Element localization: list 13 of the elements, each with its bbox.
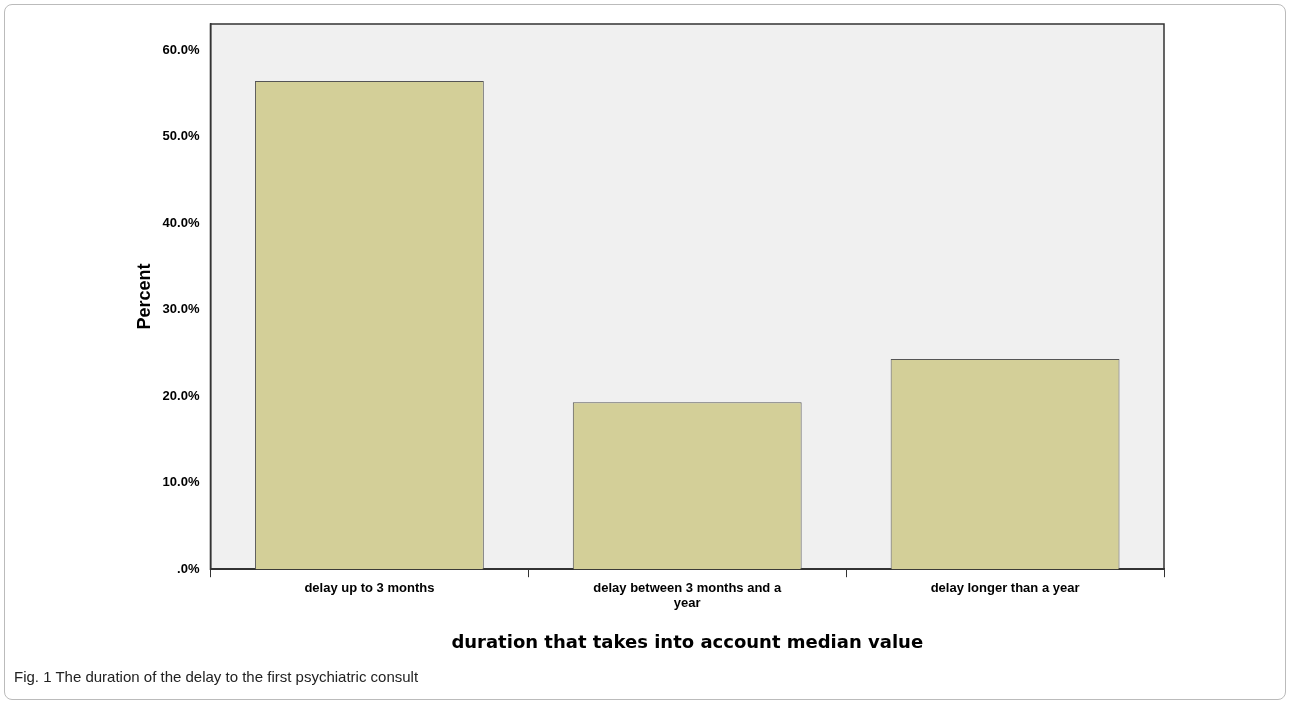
y-tick-label: 40.0%: [162, 214, 200, 230]
x-tick-label: delay up to 3 months: [304, 579, 435, 595]
y-tick-label: 20.0%: [162, 387, 200, 403]
x-tick-label: delay longer than a year: [930, 579, 1080, 595]
caption: Fig. 1 The duration of the delay to the first psychiatric consult: [14, 668, 419, 685]
y-tick-label: .0%: [177, 560, 200, 576]
y-tick-label: 60.0%: [162, 41, 200, 57]
y-tick-label: 50.0%: [162, 128, 200, 144]
y-tick-label: 30.0%: [162, 301, 200, 317]
y-tick-label: 10.0%: [162, 474, 200, 490]
x-axis-title: duration that takes into account median value: [451, 630, 924, 652]
y-axis-title: Percent: [133, 263, 154, 330]
x-tick-label: delay between 3 months and a year: [593, 579, 782, 611]
